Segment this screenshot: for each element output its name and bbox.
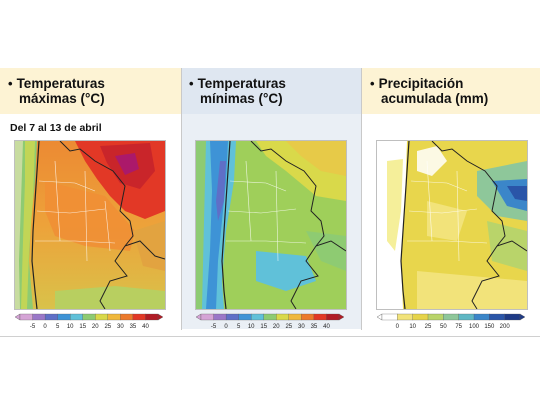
legend-swatch: [443, 313, 460, 321]
legend-tick-label: 25: [285, 324, 292, 330]
legend-tick-label: -5: [30, 324, 36, 330]
legend-swatch: [32, 313, 46, 321]
legend-swatch: [489, 313, 506, 321]
legend-swatch: [95, 313, 109, 321]
legend-swatch: [238, 313, 252, 321]
legend-tick-label: 0: [43, 324, 47, 330]
legend-swatch: [57, 313, 71, 321]
map-temperaturas-maximas: [14, 140, 166, 310]
column-divider: [181, 68, 182, 330]
legend-swatch: [301, 313, 315, 321]
legend-arrow-left: [376, 313, 383, 321]
date-range-label: Del 7 al 13 de abril: [10, 122, 102, 134]
legend-arrow-left: [195, 313, 202, 321]
legend-tick-label: 5: [237, 324, 241, 330]
legend-tick-label: 20: [92, 324, 99, 330]
legend-swatch: [381, 313, 398, 321]
legend-swatch: [473, 313, 490, 321]
legend-swatch: [145, 313, 159, 321]
legend-tick-label: 25: [425, 324, 432, 330]
legend-tick-label: 25: [104, 324, 111, 330]
legend-swatch: [251, 313, 265, 321]
legend-tick-label: 35: [130, 324, 137, 330]
legend-tick-label: 35: [311, 324, 318, 330]
legend-tick-label: 40: [323, 324, 330, 330]
legend-arrow-right: [338, 313, 345, 321]
legend-swatch: [120, 313, 134, 321]
legend-tick-label: 5: [56, 324, 60, 330]
bullet-icon: •: [189, 76, 194, 91]
legend-tick-label: 10: [409, 324, 416, 330]
legend-tick-label: 75: [455, 324, 462, 330]
legend-temperaturas-maximas: -5 0 5 10 15 20 25 30 35 40: [14, 312, 164, 336]
header-band-minimas: [181, 68, 362, 114]
legend-tick-label: 50: [440, 324, 447, 330]
bottom-rule: [0, 336, 540, 337]
legend-tick-label: 10: [248, 324, 255, 330]
legend-swatch: [200, 313, 214, 321]
legend-swatch: [132, 313, 146, 321]
legend-tick-label: 200: [500, 324, 511, 330]
legend-precipitacion-acumulada: 0 10 25 50 75 100 150 200: [376, 312, 526, 336]
legend-swatch: [313, 313, 327, 321]
legend-arrow-right: [157, 313, 164, 321]
legend-tick-label: 15: [260, 324, 267, 330]
legend-arrow-right: [519, 313, 526, 321]
bullet-icon: •: [370, 76, 375, 91]
legend-swatch: [225, 313, 239, 321]
legend-swatch: [504, 313, 521, 321]
legend-swatch: [44, 313, 58, 321]
legend-swatch: [276, 313, 290, 321]
legend-swatch: [70, 313, 84, 321]
legend-tick-label: 10: [67, 324, 74, 330]
column-divider: [361, 68, 362, 330]
legend-swatch: [397, 313, 414, 321]
legend-swatch: [82, 313, 96, 321]
map-precipitacion-acumulada: [376, 140, 528, 310]
legend-tick-label: -5: [211, 324, 217, 330]
legend-tick-label: 100: [469, 324, 480, 330]
legend-tick-label: 15: [79, 324, 86, 330]
panel-title-maximas: • Temperaturas máximas (°C): [8, 76, 105, 106]
legend-swatch: [213, 313, 227, 321]
legend-swatch: [412, 313, 429, 321]
legend-swatch: [107, 313, 121, 321]
legend-tick-label: 40: [142, 324, 149, 330]
legend-tick-label: 30: [117, 324, 124, 330]
map-temperaturas-minimas: [195, 140, 347, 310]
legend-tick-label: 30: [298, 324, 305, 330]
legend-temperaturas-minimas: -5 0 5 10 15 20 25 30 35 40: [195, 312, 345, 336]
legend-tick-label: 20: [273, 324, 280, 330]
legend-tick-label: 150: [484, 324, 495, 330]
panel-title-precipitacion: • Precipitación acumulada (mm): [370, 76, 489, 106]
legend-swatch: [288, 313, 302, 321]
legend-swatch: [19, 313, 33, 321]
legend-swatch: [326, 313, 340, 321]
legend-swatch: [427, 313, 444, 321]
legend-tick-label: 0: [396, 324, 400, 330]
legend-swatch: [458, 313, 475, 321]
legend-arrow-left: [14, 313, 21, 321]
legend-swatch: [263, 313, 277, 321]
panel-title-minimas: • Temperaturas mínimas (°C): [189, 76, 286, 106]
bullet-icon: •: [8, 76, 13, 91]
legend-tick-label: 0: [224, 324, 228, 330]
